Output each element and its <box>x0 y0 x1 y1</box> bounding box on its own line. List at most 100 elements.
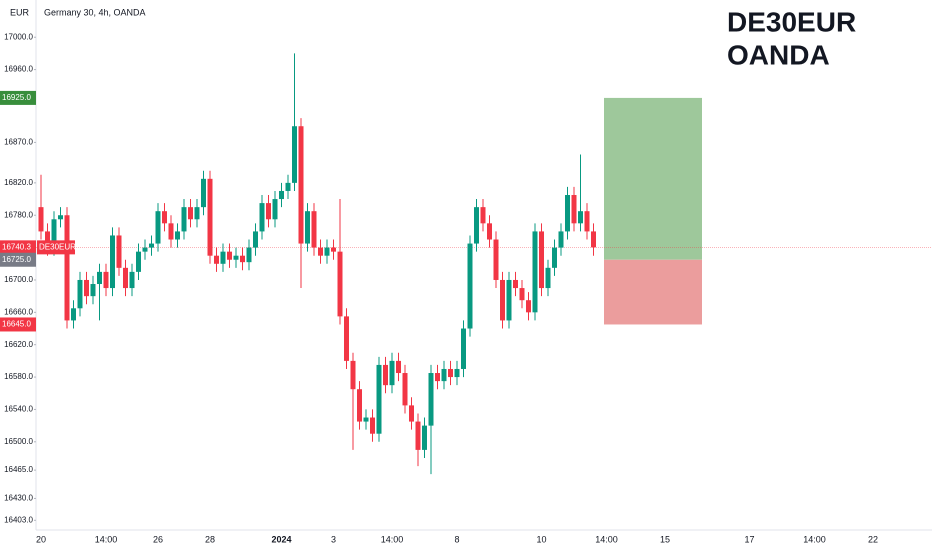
y-tick-label: 16465.0 <box>4 465 33 474</box>
price-badge-label: 16925.0 <box>2 93 31 102</box>
chart-title: Germany 30, 4h, OANDA <box>44 7 146 17</box>
candle-body <box>422 425 427 450</box>
candle-body <box>539 231 544 289</box>
candle-body <box>415 421 421 450</box>
symbol-title: DE30EUR <box>727 6 856 37</box>
candle-body <box>266 203 271 220</box>
candle-body <box>331 247 336 252</box>
candle-body <box>71 308 76 321</box>
x-tick-label: 8 <box>454 534 459 544</box>
x-tick-label: 22 <box>868 534 878 544</box>
candle-body <box>259 203 265 232</box>
candle-body <box>305 211 310 244</box>
x-tick-label: 14:00 <box>381 534 404 544</box>
x-tick-label: 28 <box>205 534 215 544</box>
y-tick-label: 16403.0 <box>4 515 33 524</box>
candle-body <box>441 368 447 382</box>
candle-body <box>110 235 115 289</box>
candle-body <box>142 247 148 252</box>
x-tick-label: 2024 <box>271 534 291 544</box>
candle-body <box>357 389 362 422</box>
x-tick-label: 14:00 <box>803 534 826 544</box>
candle-body <box>201 178 206 208</box>
candle-body <box>370 417 375 434</box>
candle-body <box>376 364 382 434</box>
y-tick-label: 16540.0 <box>4 405 33 414</box>
candle-body <box>253 231 258 248</box>
candle-body <box>292 126 297 183</box>
candle-body <box>435 373 440 382</box>
candle-body <box>220 251 226 264</box>
price-badge-label: 16740.3 <box>2 242 31 251</box>
candle-body <box>545 267 551 289</box>
x-tick-label: 14:00 <box>95 534 118 544</box>
price-badge-label: 16725.0 <box>2 255 31 264</box>
candle-body <box>526 300 531 313</box>
candle-body <box>188 207 193 220</box>
y-tick-label: 16430.0 <box>4 494 33 503</box>
candle-body <box>285 182 291 191</box>
candle-body <box>454 368 460 378</box>
candle-body <box>487 223 492 240</box>
symbol-badge <box>37 240 75 255</box>
candle-body <box>298 126 304 244</box>
y-tick-label: 16870.0 <box>4 138 33 147</box>
candle-body <box>168 223 174 240</box>
price-badge <box>0 252 36 267</box>
x-tick-label: 15 <box>660 534 670 544</box>
candle-body <box>474 207 479 244</box>
candle-body <box>493 239 499 280</box>
y-tick-label: 16500.0 <box>4 437 33 446</box>
x-tick-label: 14:00 <box>595 534 618 544</box>
candle-body <box>318 247 323 256</box>
y-tick-label: 16780.0 <box>4 210 33 219</box>
candle-body <box>51 219 57 248</box>
candle-body <box>58 215 63 220</box>
x-tick-label: 20 <box>36 534 46 544</box>
x-tick-label: 26 <box>153 534 163 544</box>
candle-body <box>591 231 596 248</box>
candle-body <box>155 211 161 244</box>
candle-body <box>578 211 583 224</box>
candle-body <box>97 271 102 285</box>
candle-body <box>311 211 317 248</box>
y-tick-label: 16660.0 <box>4 307 33 316</box>
candle-body <box>279 190 284 200</box>
y-tick-label: 16820.0 <box>4 178 33 187</box>
candle-body <box>448 368 453 378</box>
candle-body <box>337 251 343 317</box>
candle-body <box>181 207 187 232</box>
symbol-badge-label: DE30EUR <box>39 242 76 251</box>
candle-body <box>565 195 570 232</box>
candle-body <box>227 251 232 260</box>
candle-body <box>500 279 505 321</box>
y-tick-label: 16960.0 <box>4 65 33 74</box>
candle-body <box>409 405 414 422</box>
candle-body <box>123 267 128 289</box>
x-tick-label: 3 <box>331 534 336 544</box>
candle-body <box>506 279 512 321</box>
candle-body <box>480 207 486 224</box>
price-badge <box>0 90 36 105</box>
x-tick-label: 17 <box>744 534 754 544</box>
price-badge <box>0 317 36 332</box>
candle-body <box>246 247 252 263</box>
candle-body <box>467 243 473 329</box>
y-tick-label: 17000.0 <box>4 32 33 41</box>
y-tick-label: 16700.0 <box>4 275 33 284</box>
candle-body <box>214 255 219 264</box>
candle-body <box>84 279 89 297</box>
candle-body <box>233 255 239 260</box>
candle-body <box>344 316 349 361</box>
x-tick-label: 10 <box>536 534 546 544</box>
candle-body <box>519 288 525 301</box>
stop-zone <box>604 259 702 325</box>
candle-body <box>396 360 401 374</box>
candle-body <box>149 243 154 248</box>
target-zone <box>604 97 702 260</box>
candle-body <box>194 207 200 220</box>
candle-body <box>240 255 245 263</box>
candle-body <box>350 360 356 390</box>
